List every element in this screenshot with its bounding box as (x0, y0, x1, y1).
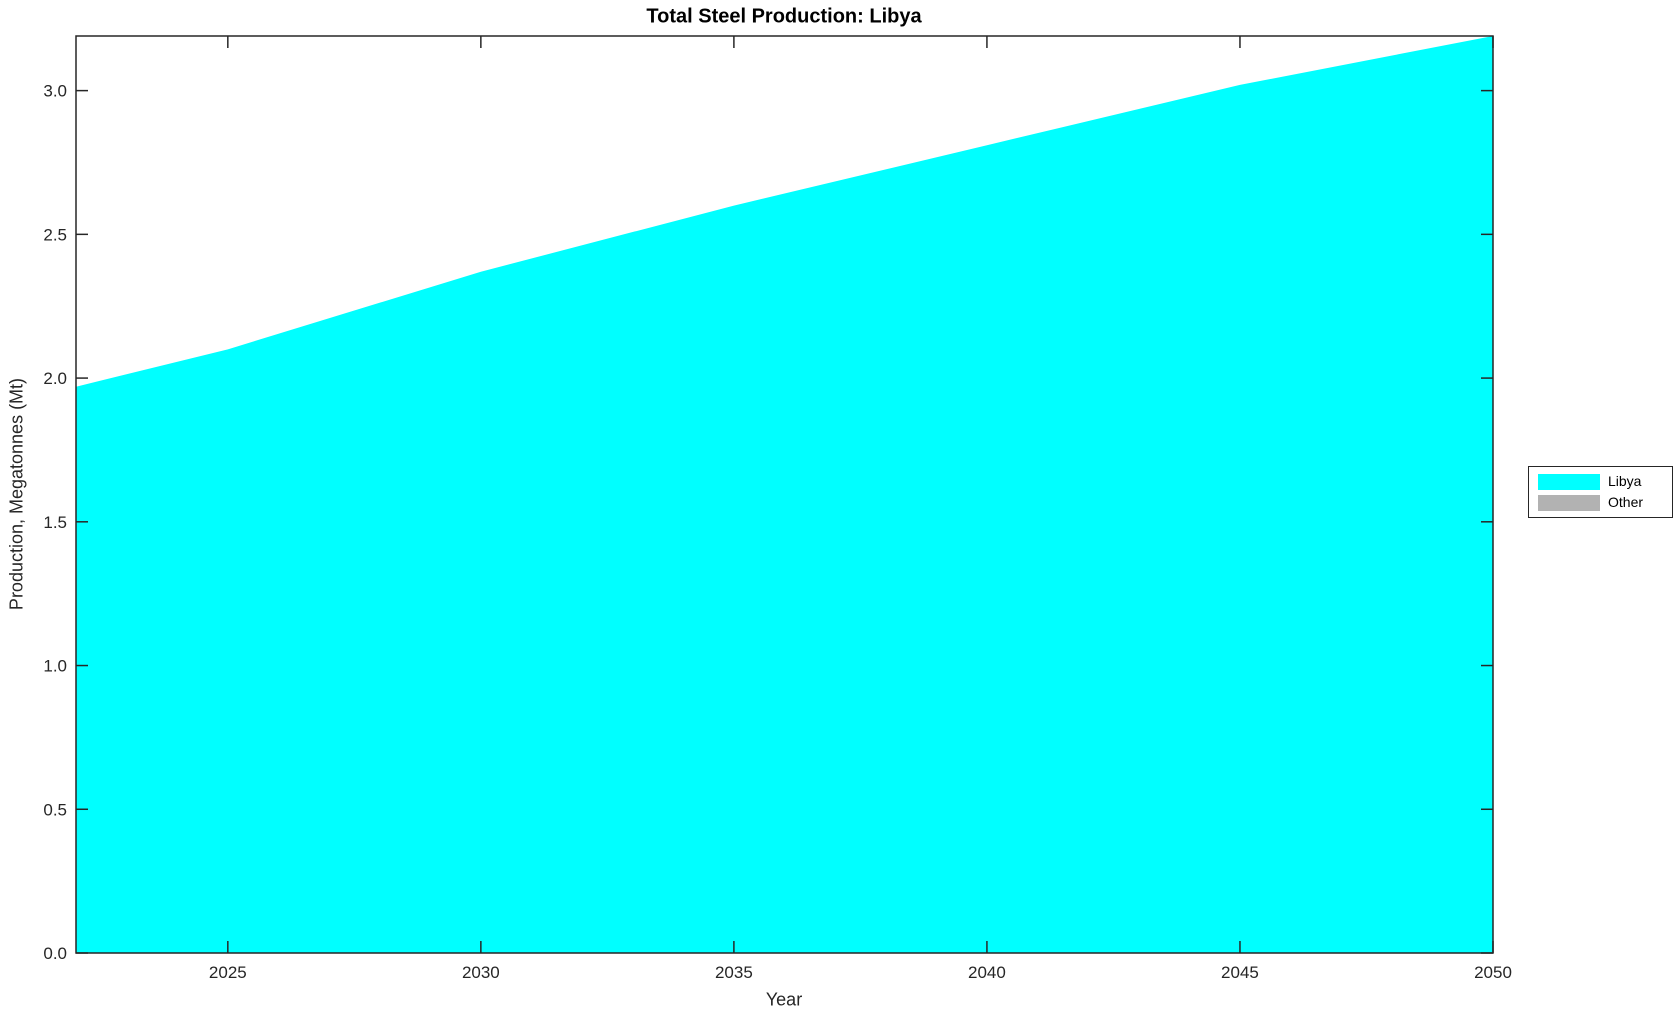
x-tick-label: 2045 (1221, 963, 1259, 982)
y-axis-label: Production, Megatonnes (Mt) (6, 377, 27, 611)
y-tick-label: 1.0 (43, 657, 67, 676)
legend: Libya Other (1528, 466, 1673, 518)
legend-label-libya: Libya (1608, 473, 1642, 489)
area-series-libya (76, 36, 1493, 953)
legend-label-other: Other (1608, 494, 1644, 510)
x-axis-label: Year (765, 989, 803, 1010)
x-tick-label: 2030 (462, 963, 500, 982)
y-tick-label: 1.5 (43, 513, 67, 532)
y-tick-label: 3.0 (43, 82, 67, 101)
legend-swatch-other (1538, 494, 1600, 511)
axes-box (75, 35, 1494, 954)
y-tick-label: 0.0 (43, 944, 67, 963)
x-tick-label: 2050 (1474, 963, 1512, 982)
x-tick-label: 2040 (968, 963, 1006, 982)
x-tick-label: 2025 (209, 963, 247, 982)
y-tick-label: 0.5 (43, 800, 67, 819)
legend-entry-libya: Libya (1538, 473, 1664, 490)
x-tick-label: 2035 (715, 963, 753, 982)
y-tick-label: 2.0 (43, 369, 67, 388)
chart-title: Total Steel Production: Libya (646, 5, 922, 28)
y-tick-label: 2.5 (43, 225, 67, 244)
legend-entry-other: Other (1538, 494, 1664, 511)
legend-swatch-libya (1538, 473, 1600, 490)
